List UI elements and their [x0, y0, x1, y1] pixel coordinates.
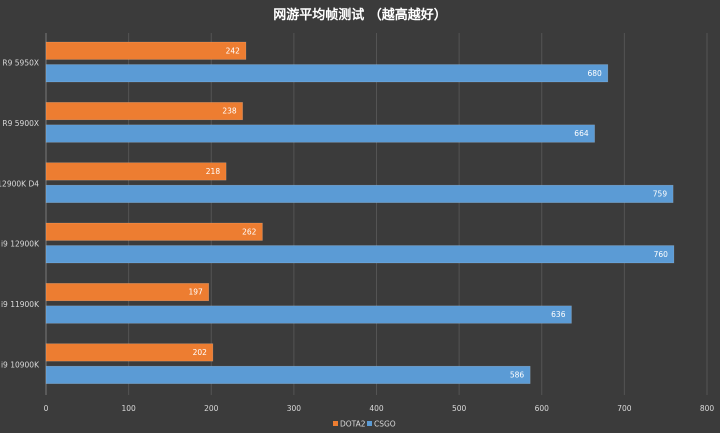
x-tick-label: 200	[204, 404, 219, 413]
x-tick-label: 700	[617, 404, 632, 413]
x-tick-label: 400	[369, 404, 384, 413]
grid-lines	[45, 33, 708, 395]
legend: DOTA2 CSGO	[333, 420, 396, 429]
x-tick-label: 100	[121, 404, 136, 413]
bar-csgo	[45, 245, 675, 264]
legend-label: DOTA2	[340, 420, 366, 429]
bar-dota2	[45, 343, 214, 362]
bar-value-label: 218	[206, 167, 221, 176]
x-tick-labels: 0 100 200 300 400 500 600 700 800	[44, 404, 715, 413]
bar-csgo	[45, 64, 609, 83]
x-tick-label: 500	[452, 404, 467, 413]
bar-value-label: 242	[226, 46, 241, 55]
x-tick-label: 800	[700, 404, 715, 413]
bar-dota2	[45, 222, 263, 241]
bar-csgo	[45, 365, 531, 384]
bar-value-label: 262	[242, 227, 257, 236]
category-label: R9 5900X	[2, 119, 39, 128]
bar-csgo	[45, 124, 595, 143]
bar-dota2	[45, 102, 243, 121]
bars: 242 680 238 664 218 759 262 760 197 636 202 586	[45, 41, 675, 384]
legend-swatch-dota2	[333, 421, 338, 426]
bar-value-label: 760	[654, 250, 669, 259]
x-tick-label: 300	[287, 404, 302, 413]
bar-value-label: 664	[574, 129, 589, 138]
bar-dota2	[45, 283, 210, 302]
category-label: i9 12900K D4	[0, 179, 39, 188]
category-label: i9 11900K	[1, 300, 40, 309]
legend-swatch-csgo	[367, 421, 372, 426]
category-labels: R9 5950X R9 5900X i9 12900K D4 i9 12900K i9 …	[0, 59, 40, 370]
bar-value-label: 202	[193, 348, 208, 357]
bar-value-label: 197	[188, 288, 203, 297]
bar-value-label: 759	[653, 190, 668, 199]
legend-label: CSGO	[374, 420, 396, 429]
x-tick-label: 600	[535, 404, 550, 413]
bar-csgo	[45, 184, 674, 203]
category-label: R9 5950X	[2, 59, 39, 68]
category-label: i9 10900K	[1, 360, 40, 369]
bar-csgo	[45, 305, 572, 324]
bar-value-label: 636	[551, 310, 566, 319]
bar-dota2	[45, 162, 227, 181]
bar-value-label: 680	[588, 69, 603, 78]
chart-title: 网游平均帧测试 （越高越好）	[273, 7, 447, 23]
bar-value-label: 586	[510, 371, 525, 380]
bar-dota2	[45, 41, 247, 60]
category-label: i9 12900K	[1, 240, 40, 249]
x-tick-label: 0	[44, 404, 49, 413]
bar-value-label: 238	[222, 107, 237, 116]
